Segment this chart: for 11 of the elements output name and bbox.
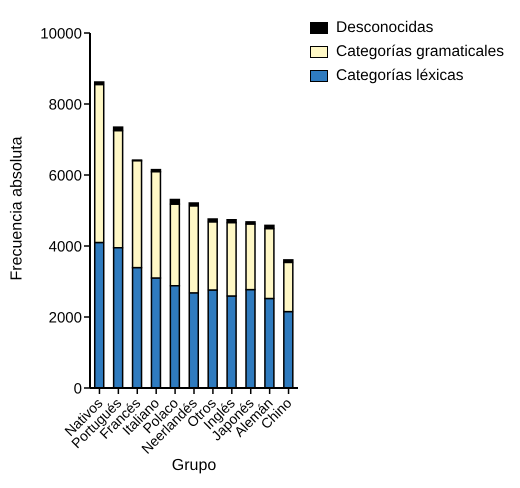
legend-label: Categorías léxicas (336, 67, 464, 85)
y-tick-label: 0 (74, 380, 82, 398)
y-tick-label: 6000 (48, 167, 82, 184)
legend-label: Desconocidas (336, 19, 434, 37)
y-tick-label: 2000 (48, 309, 82, 326)
y-tick-label: 4000 (48, 238, 82, 256)
y-tick-label: 8000 (48, 96, 82, 114)
y-tick-label: 10000 (40, 25, 82, 42)
legend-label: Categorías gramaticales (336, 43, 504, 61)
x-axis-title: Grupo (172, 457, 216, 474)
y-axis-title: Frecuencia absoluta (8, 136, 26, 280)
